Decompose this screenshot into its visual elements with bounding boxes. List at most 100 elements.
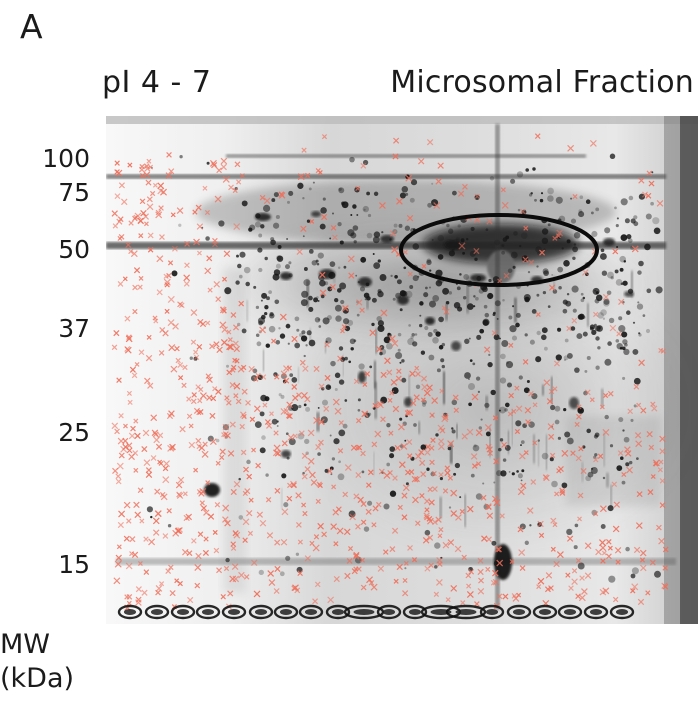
- cross-stroke-b: [361, 410, 369, 418]
- annotation-cross-mark: [125, 562, 133, 570]
- annotation-cross-mark: [445, 597, 451, 603]
- panel-letter: A: [20, 7, 43, 46]
- strip-artifact-center: [123, 609, 137, 615]
- gel-spot: [610, 276, 614, 280]
- gel-spot: [218, 220, 225, 227]
- cross-stroke-b: [140, 209, 147, 217]
- cross-stroke-b: [213, 281, 221, 288]
- gel-spot: [620, 234, 628, 241]
- gel-spot: [377, 290, 384, 298]
- cross-stroke-b: [641, 191, 649, 198]
- cross-stroke-b: [313, 365, 320, 372]
- gel-spot: [275, 263, 281, 269]
- annotation-cross-mark: [259, 326, 266, 334]
- strip-artifact: [445, 604, 487, 620]
- gel-spot: [361, 470, 365, 474]
- annotation-cross-mark: [428, 499, 435, 506]
- annotation-cross-mark: [616, 331, 622, 337]
- cross-stroke-b: [243, 574, 250, 580]
- annotation-cross-mark: [170, 212, 176, 218]
- strip-artifact: [532, 604, 558, 620]
- annotation-cross-mark: [115, 478, 122, 485]
- cross-stroke-b: [639, 557, 646, 563]
- gel-spot: [237, 263, 242, 269]
- cross-stroke-b: [167, 260, 174, 266]
- annotation-cross-mark: [589, 397, 595, 403]
- gel-top-edge: [106, 116, 698, 124]
- cross-stroke-b: [112, 223, 119, 229]
- cross-stroke-b: [346, 557, 353, 564]
- annotation-cross-mark: [143, 459, 151, 467]
- annotation-cross-mark: [175, 357, 181, 364]
- gel-spot: [569, 397, 579, 409]
- annotation-cross-mark: [183, 280, 190, 287]
- annotation-cross-mark: [154, 488, 161, 495]
- annotation-cross-mark: [549, 452, 556, 459]
- gel-spot: [412, 341, 418, 347]
- cross-stroke-b: [636, 491, 643, 498]
- annotation-cross-mark: [368, 579, 375, 586]
- annotation-cross-mark: [412, 496, 419, 504]
- annotation-cross-mark: [459, 508, 465, 515]
- annotation-cross-mark: [168, 168, 175, 175]
- annotation-cross-mark: [364, 371, 371, 377]
- cross-stroke-b: [237, 365, 245, 373]
- annotation-cross-mark: [615, 559, 621, 565]
- cross-stroke-b: [152, 315, 158, 321]
- cross-stroke-b: [396, 368, 402, 374]
- cross-stroke-b: [584, 542, 592, 550]
- cross-stroke-b: [523, 450, 529, 456]
- cross-stroke-b: [636, 402, 642, 408]
- gel-spot: [301, 330, 306, 335]
- cross-stroke-b: [249, 416, 256, 423]
- gel-spot: [405, 290, 413, 298]
- annotation-cross-mark: [466, 591, 474, 599]
- gel-spot: [585, 475, 592, 482]
- cross-stroke-b: [230, 488, 237, 496]
- annotation-cross-mark: [233, 393, 239, 399]
- gel-spot: [270, 239, 276, 246]
- cross-stroke-b: [122, 437, 129, 444]
- gel-spot: [620, 198, 628, 206]
- gel-spot: [298, 404, 302, 409]
- gel-spot: [494, 544, 512, 580]
- gel-spot: [280, 394, 285, 399]
- gel-spot: [622, 339, 628, 345]
- annotation-cross-mark: [396, 368, 402, 374]
- gel-spot: [582, 445, 586, 449]
- gel-spot: [379, 351, 383, 356]
- cross-stroke-b: [647, 489, 654, 496]
- annotation-cross-mark: [242, 518, 250, 526]
- annotation-cross-mark: [238, 300, 245, 307]
- cross-stroke-b: [579, 575, 585, 581]
- annotation-cross-mark: [130, 250, 138, 258]
- annotation-cross-mark: [546, 398, 554, 405]
- cross-stroke-b: [183, 280, 190, 287]
- annotation-cross-mark: [125, 241, 132, 248]
- cross-stroke-b: [280, 538, 288, 546]
- cross-stroke-b: [193, 349, 199, 355]
- annotation-cross-mark: [341, 324, 347, 330]
- cross-stroke-b: [548, 585, 554, 591]
- annotation-cross-mark: [183, 274, 191, 282]
- cross-stroke-b: [235, 398, 242, 405]
- annotation-cross-mark: [584, 389, 591, 396]
- cross-stroke-b: [502, 593, 509, 600]
- annotation-cross-mark: [656, 199, 664, 207]
- cross-stroke-b: [316, 481, 323, 488]
- cross-stroke-b: [532, 440, 538, 446]
- gel-spot: [595, 291, 599, 295]
- gel-spot: [399, 290, 407, 297]
- annotation-cross-mark: [241, 413, 247, 420]
- cross-stroke-b: [309, 218, 315, 224]
- annotation-cross-mark: [318, 383, 325, 390]
- gel-spot: [319, 279, 326, 287]
- annotation-cross-mark: [633, 383, 640, 390]
- annotation-cross-mark: [169, 590, 176, 597]
- gel-spot: [318, 325, 322, 328]
- cross-stroke-b: [553, 560, 560, 568]
- gel-spot: [525, 168, 529, 172]
- gel-spot: [618, 417, 624, 423]
- cross-stroke-b: [226, 369, 233, 376]
- gel-spot: [622, 280, 628, 286]
